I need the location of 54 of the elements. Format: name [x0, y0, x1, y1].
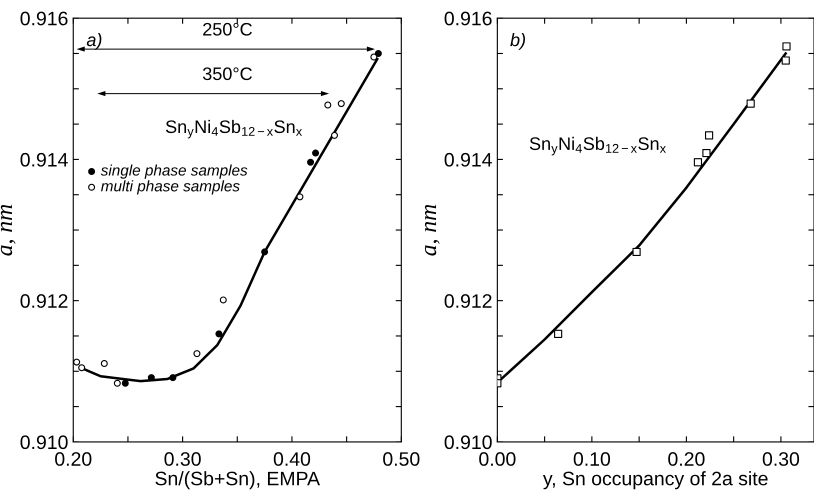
y-tick-label: 0.916	[444, 12, 492, 26]
point	[114, 380, 121, 387]
x-axis-title: Sn/(Sb+Sn), EMPA	[155, 471, 320, 490]
annotation: Sn$_{y}$Ni$_{4}$Sb$_{12−x}$Sn$_{x}$	[166, 120, 302, 138]
legend-label: multi phase samples	[101, 180, 240, 194]
y-axis-title: a, nm	[424, 204, 440, 256]
x-tick-label: 0.20	[668, 452, 705, 466]
point	[702, 148, 711, 158]
x-tick-label: 0.10	[574, 452, 610, 466]
y-tick-label: 0.914	[20, 152, 68, 167]
point	[122, 380, 129, 387]
point	[220, 296, 227, 304]
point	[330, 132, 338, 139]
x-tick-label: 0.40	[274, 452, 310, 466]
y-tick-label: 0.916	[20, 12, 68, 26]
y-tick-label: 0.912	[444, 294, 492, 308]
point	[554, 330, 562, 338]
point	[338, 100, 345, 108]
point	[296, 193, 304, 200]
point	[746, 100, 755, 108]
annotation: b)	[510, 33, 525, 50]
point	[370, 54, 378, 61]
point	[193, 350, 200, 358]
x-tick-label: 0.20	[55, 452, 92, 466]
x-tick-label: 0.30	[762, 452, 800, 466]
point	[169, 374, 176, 382]
point	[704, 131, 714, 140]
point	[324, 102, 332, 109]
point	[782, 42, 791, 51]
point	[78, 364, 86, 372]
point	[374, 50, 382, 57]
annotation: a)	[86, 33, 102, 50]
point	[694, 158, 702, 166]
y-tick-label: 0.910	[444, 435, 492, 450]
point	[307, 158, 314, 166]
x-tick-label: 0.50	[383, 452, 420, 466]
point	[312, 150, 320, 157]
x-tick-label: 0.00	[479, 452, 516, 466]
point	[782, 56, 790, 65]
x-axis-title: y, Sn occupancy of 2a site	[542, 471, 768, 490]
y-axis-title: a, nm	[0, 204, 16, 256]
point	[261, 248, 268, 256]
x-tick-label: 0.30	[164, 452, 201, 466]
point	[632, 248, 641, 256]
point	[73, 358, 80, 366]
legend-label: single phase samples	[100, 164, 248, 179]
annotation: 250°C	[203, 22, 252, 36]
annotation: 350°C	[202, 67, 252, 80]
y-tick-label: 0.912	[20, 294, 68, 308]
point	[215, 330, 222, 338]
annotation: Sn$_{y}$Ni$_{4}$Sb$_{12−x}$Sn$_{x}$	[530, 136, 666, 156]
y-tick-label: 0.910	[20, 435, 68, 450]
y-tick-label: 0.914	[444, 152, 492, 167]
point	[100, 360, 108, 368]
